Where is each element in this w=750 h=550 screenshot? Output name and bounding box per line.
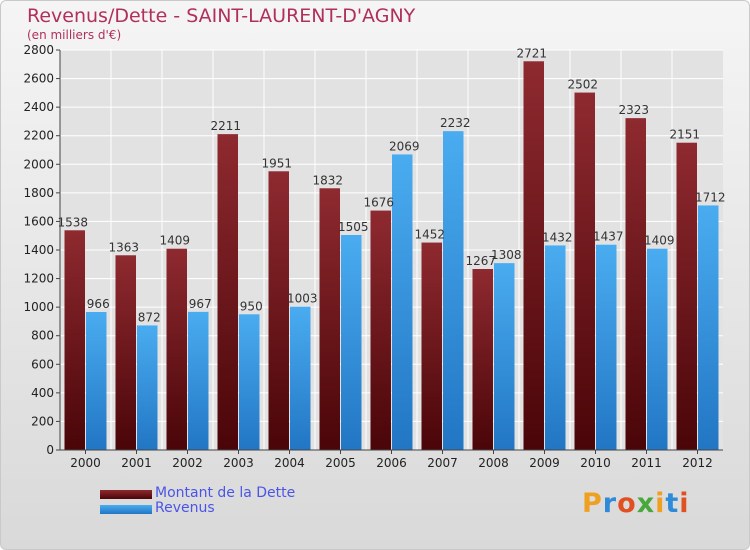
logo-letter: P <box>582 488 603 519</box>
legend-label-revenue: Revenus <box>155 500 215 516</box>
x-tick-label: 2012 <box>682 456 713 470</box>
x-tick-label: 2006 <box>376 456 407 470</box>
data-label-revenue: 872 <box>138 310 161 324</box>
data-label-debt: 1676 <box>363 196 394 210</box>
x-tick-label: 2002 <box>172 456 203 470</box>
data-label-revenue: 1712 <box>695 190 726 204</box>
x-tick-label: 2003 <box>223 456 254 470</box>
legend-swatch-debt <box>100 490 152 499</box>
data-label-debt: 1832 <box>312 173 343 187</box>
data-label-revenue: 1308 <box>491 248 522 262</box>
bar-revenue <box>494 263 515 450</box>
data-label-revenue: 2069 <box>389 139 420 153</box>
bar-revenue <box>137 325 158 450</box>
data-label-debt: 1267 <box>465 254 496 268</box>
y-tick-label: 200 <box>31 414 54 428</box>
y-tick-label: 1800 <box>23 186 54 200</box>
bar-revenue <box>341 235 362 450</box>
bar-debt <box>676 142 697 450</box>
y-tick-label: 600 <box>31 357 54 371</box>
chart-title: Revenus/Dette - SAINT-LAURENT-D'AGNY <box>27 5 416 27</box>
logo-letter: i <box>679 488 690 519</box>
logo-letter: r <box>602 488 618 519</box>
bar-debt <box>166 248 187 450</box>
legend-label-debt: Montant de la Dette <box>155 485 296 501</box>
data-label-revenue: 1505 <box>338 220 369 234</box>
x-tick-label: 2008 <box>478 456 509 470</box>
bar-revenue <box>86 312 107 450</box>
bar-debt <box>217 134 238 450</box>
y-tick-label: 1400 <box>23 243 54 257</box>
bar-revenue <box>596 244 617 450</box>
bar-debt <box>268 171 289 451</box>
bar-revenue <box>290 306 311 450</box>
data-label-debt: 1951 <box>261 156 292 170</box>
bar-debt <box>625 118 646 451</box>
x-tick-label: 2005 <box>325 456 356 470</box>
bar-debt <box>319 188 340 451</box>
data-label-revenue: 1003 <box>287 292 318 306</box>
legend-swatch-revenue <box>100 505 152 514</box>
bar-debt <box>115 255 136 450</box>
y-tick-label: 1000 <box>23 300 54 314</box>
data-label-debt: 2721 <box>516 46 547 60</box>
y-tick-label: 2600 <box>23 72 54 86</box>
bar-debt <box>370 210 391 450</box>
x-tick-label: 2001 <box>121 456 152 470</box>
y-tick-label: 400 <box>31 386 54 400</box>
data-label-revenue: 1409 <box>644 234 675 248</box>
y-tick-label: 0 <box>46 443 54 457</box>
bar-revenue <box>392 154 413 450</box>
x-tick-label: 2011 <box>631 456 662 470</box>
data-label-debt: 1363 <box>108 240 139 254</box>
bar-debt <box>64 230 85 450</box>
data-label-revenue: 2232 <box>440 116 471 130</box>
y-tick-label: 2800 <box>23 43 54 57</box>
data-label-debt: 1452 <box>414 228 445 242</box>
data-label-revenue: 966 <box>87 297 110 311</box>
bar-debt <box>574 92 595 451</box>
data-label-revenue: 1432 <box>542 230 573 244</box>
data-label-debt: 1538 <box>57 215 88 229</box>
logo-letter: t <box>665 488 680 519</box>
bar-debt <box>421 242 442 450</box>
x-tick-label: 2010 <box>580 456 611 470</box>
bar-revenue <box>545 245 566 450</box>
bar-revenue <box>443 131 464 450</box>
y-tick-label: 1600 <box>23 214 54 228</box>
data-label-revenue: 950 <box>240 299 263 313</box>
logo-letter: x <box>636 488 656 519</box>
y-tick-label: 800 <box>31 329 54 343</box>
bar-debt <box>472 269 493 450</box>
x-tick-label: 2004 <box>274 456 305 470</box>
x-tick-label: 2007 <box>427 456 458 470</box>
y-tick-label: 2400 <box>23 100 54 114</box>
data-label-debt: 2211 <box>210 119 241 133</box>
bar-debt <box>523 61 544 451</box>
data-label-debt: 2323 <box>618 103 649 117</box>
y-tick-label: 1200 <box>23 272 54 286</box>
x-tick-label: 2000 <box>70 456 101 470</box>
logo-letter: i <box>655 488 666 519</box>
bar-revenue <box>188 311 209 450</box>
chart-subtitle: (en milliers d'€) <box>27 28 122 42</box>
logo-letter: o <box>617 488 637 519</box>
bar-revenue <box>698 205 719 450</box>
data-label-revenue: 967 <box>189 297 212 311</box>
y-tick-label: 2200 <box>23 129 54 143</box>
proxiti-logo: Proxiti <box>582 488 690 519</box>
data-label-revenue: 1437 <box>593 230 624 244</box>
data-label-debt: 1409 <box>159 234 190 248</box>
y-tick-label: 2000 <box>23 157 54 171</box>
bar-revenue <box>647 248 668 450</box>
bar-revenue <box>239 314 260 450</box>
data-label-debt: 2502 <box>567 78 598 92</box>
x-tick-label: 2009 <box>529 456 560 470</box>
data-label-debt: 2151 <box>669 128 700 142</box>
